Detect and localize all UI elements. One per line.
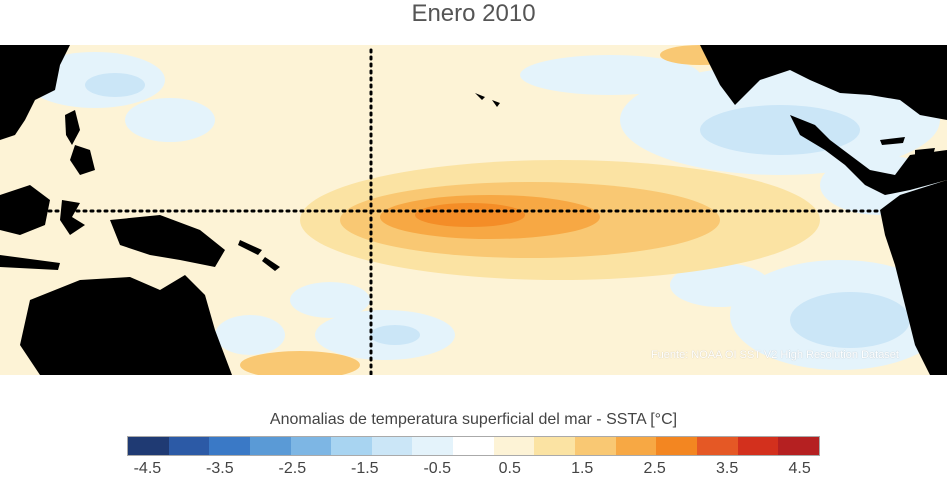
colorbar-tick-label: -3.5 [206,460,234,477]
colorbar-segment [737,437,779,455]
sst-anomaly-map [0,45,947,375]
colorbar-tick-label: 4.5 [788,460,811,477]
colorbar-segment [696,437,738,455]
colorbar-tick-label: -4.5 [133,460,162,477]
colorbar-segment [778,437,819,455]
colorbar-tick-label: -2.5 [278,460,307,477]
colorbar-segment [453,437,494,455]
colorbar-segment [128,437,169,455]
colorbar-segment [575,437,616,455]
colorbar-segment [249,437,291,455]
colorbar-tick-label: 1.5 [571,460,594,477]
colorbar-segment [412,437,454,455]
colorbar-title: Anomalias de temperatura superficial del… [269,411,678,428]
colorbar-tick-label: 2.5 [643,460,666,477]
colorbar-ticks: -4.5 -3.5 -2.5 -1.5 -0.5 0.5 1.5 2.5 3.5 4.5 [127,460,820,480]
colorbar-tick-label: -0.5 [423,460,452,477]
colorbar-segment [290,437,332,455]
colorbar-segment [331,437,372,455]
colorbar-tick-label: 3.5 [716,460,739,477]
data-source-note: Fuente: NOAA OI SST V2 High Resolution D… [650,349,899,361]
colorbar-segment [615,437,657,455]
colorbar [127,436,820,456]
colorbar-segment [371,437,413,455]
land-masses [0,45,947,375]
colorbar-tick-label: 0.5 [498,460,521,477]
positive-anomaly-areas [240,45,820,375]
colorbar-segment [168,437,210,455]
colorbar-tick-label: -1.5 [350,460,379,477]
colorbar-segment [534,437,576,455]
colorbar-segment [656,437,697,455]
colorbar-segment [493,437,535,455]
colorbar-segment [209,437,250,455]
map-title: Enero 2010 [411,0,536,27]
